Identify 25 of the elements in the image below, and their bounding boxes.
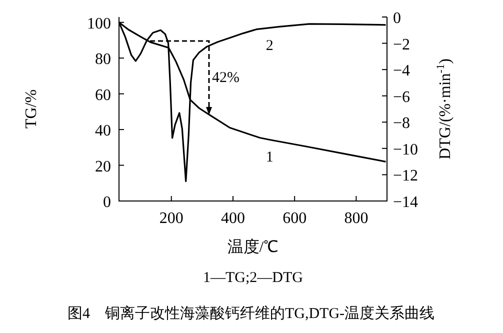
x-tick-label: 800 [344,210,368,227]
y2-tick-label: −6 [393,88,410,106]
y-tick-label: 20 [95,158,111,176]
x-tick-label: 400 [220,210,245,227]
y-tick-label: 80 [95,51,111,68]
x-tick-label: 200 [159,210,184,227]
y-tick-label: 0 [103,194,111,211]
y-tick-label: 100 [87,15,111,32]
y2-tick-label: −12 [393,168,418,185]
series-label: 2 [266,38,274,54]
x-tick-label: 600 [282,210,307,227]
y2-tick-label: −2 [393,36,410,54]
x-axis-title: 温度/℃ [227,238,279,256]
text: 图4 铜离子改性海藻酸钙纤维的TG,DTG-温度关系曲线 [67,305,435,322]
y2-tick-label: 0 [393,10,401,27]
y-axis-title: TG/% [23,89,40,129]
y-tick-label: 60 [95,86,111,104]
y-tick-label: 40 [95,122,111,140]
y2-tick-label: −4 [393,62,410,80]
text: 1—TG;2—DTG [203,270,304,286]
y2-tick-label: −14 [393,194,418,211]
y2-tick-label: −10 [393,141,418,158]
y2-tick-label: −8 [393,115,410,132]
annotation: 42% [212,70,240,86]
series-label: 1 [266,150,274,166]
